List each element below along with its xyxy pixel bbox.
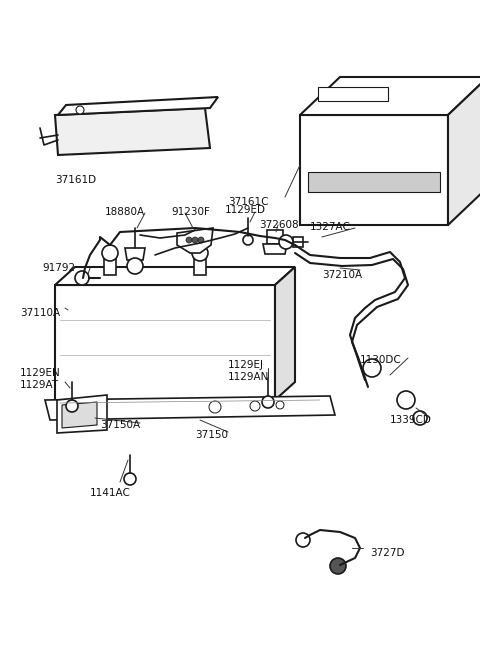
Circle shape [66, 400, 78, 412]
Bar [318, 87, 388, 101]
Circle shape [243, 235, 253, 245]
Polygon shape [448, 77, 480, 225]
Circle shape [363, 359, 381, 377]
Text: 37161D: 37161D [55, 175, 96, 185]
Text: 1339CD: 1339CD [390, 415, 432, 425]
Circle shape [186, 237, 192, 243]
Circle shape [76, 106, 84, 114]
Polygon shape [58, 97, 218, 115]
Circle shape [198, 237, 204, 243]
Text: 1129EN
1129AT: 1129EN 1129AT [20, 368, 61, 390]
Circle shape [127, 258, 143, 274]
Circle shape [102, 245, 118, 261]
Polygon shape [62, 402, 97, 428]
Text: 37210A: 37210A [322, 270, 362, 280]
Polygon shape [55, 108, 210, 155]
Text: 91792: 91792 [42, 263, 75, 273]
Circle shape [296, 533, 310, 547]
Text: 1129EJ
1129AN: 1129EJ 1129AN [228, 360, 269, 382]
Polygon shape [125, 248, 145, 260]
Circle shape [397, 391, 415, 409]
Circle shape [262, 396, 274, 408]
Circle shape [192, 245, 208, 261]
Polygon shape [55, 267, 295, 285]
Circle shape [209, 401, 221, 413]
Circle shape [330, 558, 346, 574]
Polygon shape [300, 77, 480, 115]
Circle shape [192, 237, 198, 243]
Text: 3727D: 3727D [370, 548, 405, 558]
Text: 1141AC: 1141AC [90, 488, 131, 498]
Text: 37110A: 37110A [20, 308, 60, 318]
Polygon shape [57, 395, 107, 433]
Polygon shape [293, 237, 303, 247]
Circle shape [124, 473, 136, 485]
Polygon shape [263, 244, 287, 254]
Text: 372608: 372608 [259, 220, 299, 230]
Circle shape [75, 271, 89, 285]
Bar [194, 259, 206, 275]
Text: 37150A: 37150A [100, 420, 140, 430]
Circle shape [276, 401, 284, 409]
Circle shape [279, 235, 293, 249]
Circle shape [250, 401, 260, 411]
Text: 91230F: 91230F [171, 207, 210, 217]
Polygon shape [45, 396, 335, 420]
Polygon shape [275, 267, 295, 400]
Circle shape [413, 411, 427, 425]
Bar [308, 172, 440, 193]
Text: 1130DC: 1130DC [360, 355, 402, 365]
Text: 1327AC: 1327AC [310, 222, 351, 232]
Bar [300, 115, 448, 225]
Bar [104, 259, 116, 275]
Text: 18880A: 18880A [105, 207, 145, 217]
Text: 37161C: 37161C [228, 197, 268, 207]
Text: 37150: 37150 [195, 430, 228, 440]
Polygon shape [177, 228, 213, 253]
Bar [55, 285, 275, 400]
Polygon shape [267, 230, 283, 244]
Text: 1129ED: 1129ED [225, 205, 266, 215]
